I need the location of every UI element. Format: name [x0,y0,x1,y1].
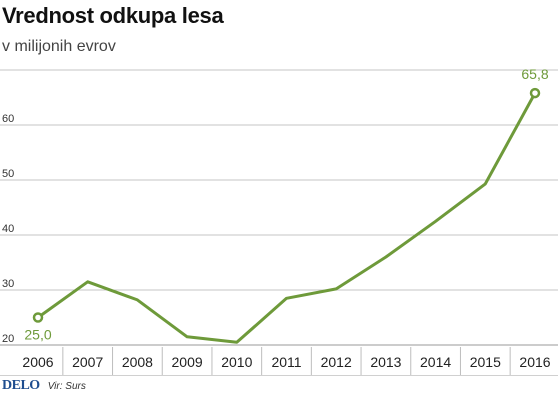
source-note: Vir: Surs [47,381,86,392]
x-tick-label: 2007 [72,354,103,370]
data-label: 25,0 [24,327,51,343]
series-layer [32,87,541,344]
data-point-marker [529,87,541,99]
x-tick-label: 2016 [519,354,550,370]
x-tick-label: 2011 [271,354,301,370]
y-tick-label: 50 [2,168,14,180]
x-tick-label: 2008 [122,354,153,370]
x-tick-label: 2013 [370,354,401,370]
y-tick-label: 30 [2,278,14,290]
x-tick-label: 2012 [321,354,352,370]
data-point-marker [32,312,44,323]
y-tick-label: 20 [2,333,14,345]
x-tick-label: 2009 [172,354,203,370]
y-tick-label: 40 [2,223,14,235]
x-tick-label: 2015 [470,354,501,370]
chart-title: Vrednost odkupa lesa [2,3,224,28]
data-label-layer: 25,0 65,8 [24,66,548,342]
chart-subtitle: v milijonih evrov [2,38,116,55]
data-label: 65,8 [521,66,548,82]
x-tick-label: 2006 [22,354,53,370]
series-line [36,91,537,344]
x-axis: 2006 2007 2008 2009 2010 2011 2012 2013 2014 2015… [0,347,558,376]
footer: DELO Vir: Surs [2,378,86,398]
delo-logo: DELO [2,378,40,393]
grid-layer: 20 30 40 50 60 [0,69,558,346]
x-tick-label: 2010 [221,354,252,370]
x-tick-label: 2014 [420,354,451,370]
y-tick-label: 60 [2,113,14,125]
